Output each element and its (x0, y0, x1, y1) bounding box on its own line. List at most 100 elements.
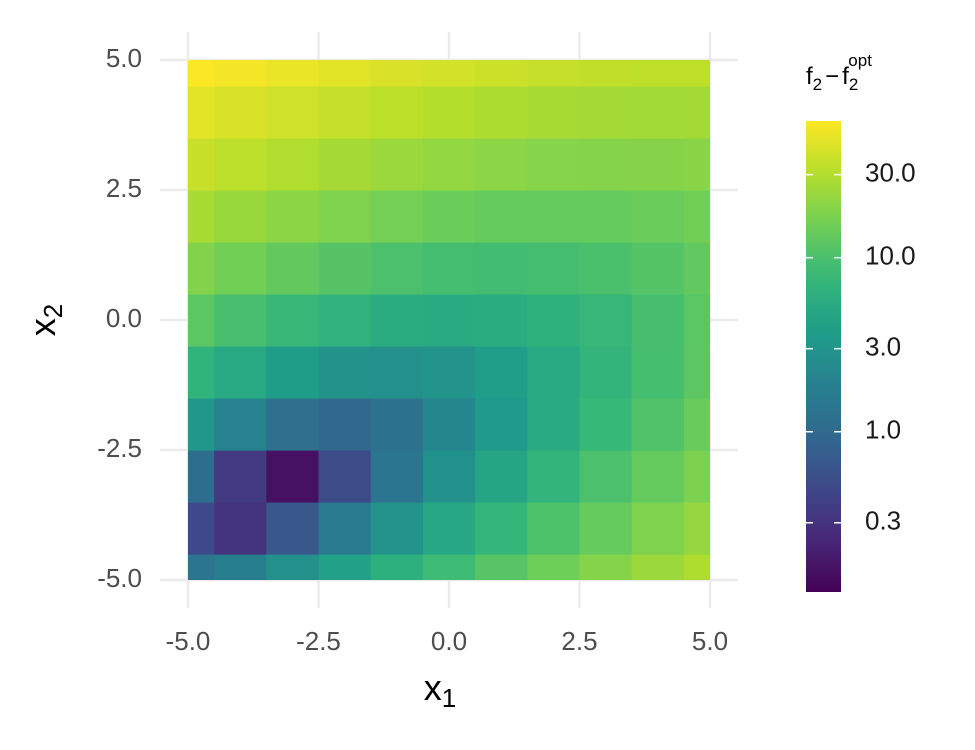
heat-cell (579, 398, 633, 451)
heat-cell (527, 60, 581, 87)
heat-cell (631, 554, 685, 580)
colorbar-tick-label: 1.0 (865, 415, 901, 445)
heat-cell (370, 242, 424, 295)
heat-cell (579, 60, 633, 87)
heat-cell (475, 554, 528, 580)
heatmap (188, 60, 710, 580)
heat-cell (475, 86, 528, 139)
heat-cell (370, 190, 424, 243)
heat-cell (214, 398, 267, 451)
heat-cell (683, 60, 710, 87)
heat-cell (579, 86, 633, 139)
heat-cell (266, 86, 320, 139)
heat-cell (631, 190, 685, 243)
heat-cell (266, 346, 320, 399)
heat-cell (318, 138, 372, 191)
heat-cell (188, 346, 215, 399)
cb-f2: f (842, 63, 849, 90)
x-tick-label: -2.5 (296, 626, 341, 656)
heat-cell (475, 450, 528, 503)
heat-cell (188, 86, 215, 139)
heat-cell (527, 294, 581, 347)
heat-cell (214, 294, 267, 347)
heat-cell (188, 294, 215, 347)
heat-cell (188, 450, 215, 503)
heat-cell (188, 60, 215, 87)
heat-cell (214, 554, 267, 580)
heat-cell (475, 242, 528, 295)
heat-cell (370, 450, 424, 503)
heat-cell (631, 398, 685, 451)
heat-cell (579, 138, 633, 191)
heat-cell (318, 86, 372, 139)
x-axis-title-sub: 1 (442, 683, 456, 713)
heat-cell (579, 190, 633, 243)
heat-cell (370, 60, 424, 87)
x-tick-label: 0.0 (431, 626, 467, 656)
heat-cell (370, 294, 424, 347)
heat-cell (475, 138, 528, 191)
heat-cell (683, 502, 710, 555)
heat-cell (318, 554, 372, 580)
heat-cell (422, 554, 476, 580)
heat-cell (527, 346, 581, 399)
heat-cell (318, 242, 372, 295)
x-tick-label: 5.0 (692, 626, 728, 656)
x-axis-title-text: x (424, 667, 442, 708)
heat-cell (422, 450, 476, 503)
heat-cell (475, 502, 528, 555)
heat-cell (527, 398, 581, 451)
heat-cell (266, 294, 320, 347)
colorbar-tick-label: 30.0 (865, 158, 916, 188)
heat-cell (631, 60, 685, 87)
heat-cell (422, 294, 476, 347)
heat-cell (214, 346, 267, 399)
heat-cell (188, 138, 215, 191)
heat-cell (683, 190, 710, 243)
heat-cell (579, 294, 633, 347)
heat-cell (475, 398, 528, 451)
x-axis-title: x1 (424, 667, 456, 713)
heat-cell (188, 554, 215, 580)
cb-sup: opt (848, 51, 872, 70)
heat-cell (527, 86, 581, 139)
heat-cell (370, 346, 424, 399)
heat-cell (422, 60, 476, 87)
colorbar-tick-label: 0.3 (865, 506, 901, 536)
heat-cell (214, 502, 267, 555)
heat-cell (318, 450, 372, 503)
heat-cell (370, 398, 424, 451)
heat-cell (527, 242, 581, 295)
heat-cell (266, 502, 320, 555)
heat-cell (370, 502, 424, 555)
heat-cell (631, 502, 685, 555)
heat-cell (422, 242, 476, 295)
heat-cell (683, 86, 710, 139)
heat-cell (475, 60, 528, 87)
heat-cell (527, 138, 581, 191)
heat-cell (266, 554, 320, 580)
heat-cell (579, 554, 633, 580)
heat-cell (266, 60, 320, 87)
heat-cell (266, 138, 320, 191)
heat-cell (422, 138, 476, 191)
heat-cell (214, 190, 267, 243)
heat-cell (214, 138, 267, 191)
heat-cell (266, 450, 320, 503)
y-tick-label: 5.0 (106, 43, 142, 73)
heat-cell (318, 502, 372, 555)
heat-cell (631, 346, 685, 399)
heat-cell (318, 346, 372, 399)
cb-f: f (806, 63, 813, 90)
heat-cell (370, 86, 424, 139)
heat-cell (266, 190, 320, 243)
heat-cell (422, 398, 476, 451)
y-tick-label: 2.5 (106, 173, 142, 203)
heat-cell (475, 294, 528, 347)
heat-cell (527, 502, 581, 555)
y-axis-title-sub: 2 (38, 304, 68, 318)
y-tick-label: 0.0 (106, 303, 142, 333)
heat-cell (683, 242, 710, 295)
heat-cell (266, 398, 320, 451)
heat-cell (683, 346, 710, 399)
